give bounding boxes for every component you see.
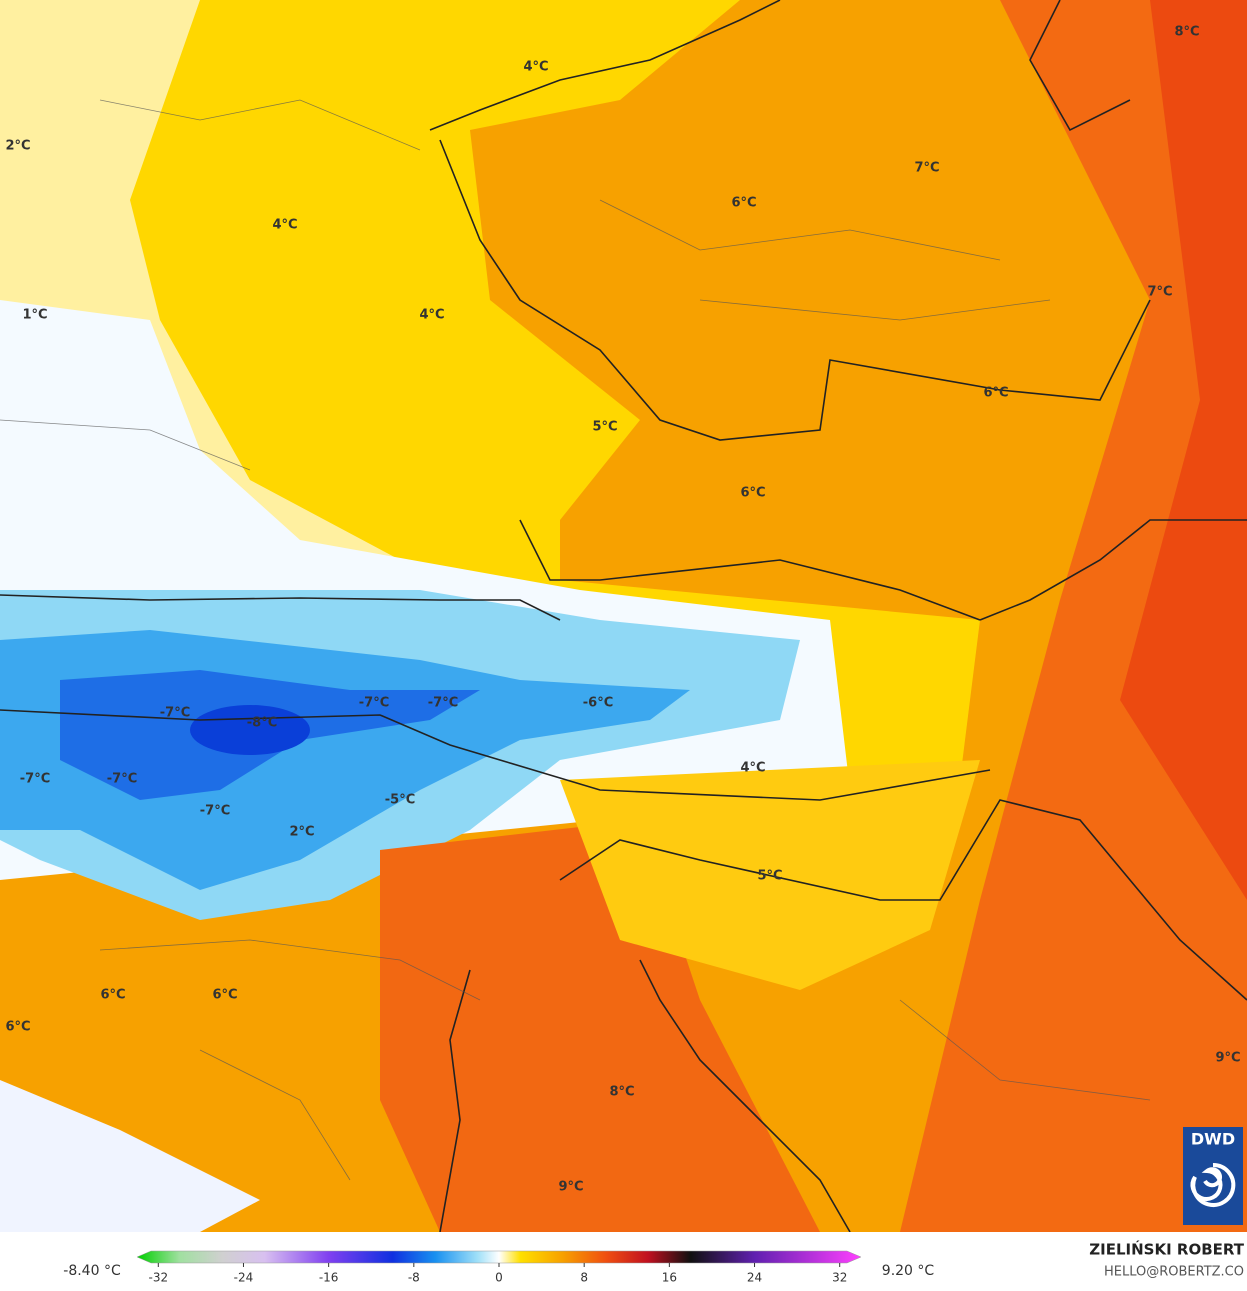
- colorbar-tick-label: 8: [580, 1271, 588, 1285]
- colorbar-tick-label: -32: [148, 1271, 168, 1285]
- temp-label: 7°C: [914, 161, 939, 176]
- temp-label: -8°C: [247, 716, 277, 731]
- temp-label: 6°C: [5, 1020, 30, 1035]
- temp-label: 8°C: [609, 1085, 634, 1100]
- map: [0, 0, 1247, 1233]
- temp-label: -7°C: [200, 804, 230, 819]
- temp-label: 7°C: [1147, 285, 1172, 300]
- colorbar-tick-label: -16: [319, 1271, 339, 1285]
- temp-label: 9°C: [1215, 1051, 1240, 1066]
- colorbar-tick-label: -8: [408, 1271, 420, 1285]
- temp-label: 6°C: [212, 988, 237, 1003]
- temp-label: 6°C: [740, 486, 765, 501]
- temp-label: 6°C: [100, 988, 125, 1003]
- temp-label: -7°C: [20, 772, 50, 787]
- temp-label: 2°C: [289, 825, 314, 840]
- dwd-logo: DWD: [1183, 1127, 1243, 1225]
- map-labels: 8°C 4°C 2°C 7°C 6°C 4°C 7°C 1°C 4°C 6°C 5°C 6°C -6°C…: [5, 25, 1240, 1195]
- temp-label: -7°C: [359, 696, 389, 711]
- temp-label: -7°C: [160, 706, 190, 721]
- temp-label: 8°C: [1174, 25, 1199, 40]
- temp-label: 4°C: [419, 308, 444, 323]
- temp-label: 6°C: [731, 196, 756, 211]
- max-label: 9.20 °C: [882, 1263, 935, 1279]
- temp-label: -6°C: [583, 696, 613, 711]
- temp-label: 5°C: [757, 869, 782, 884]
- temp-label: -7°C: [428, 696, 458, 711]
- temp-label: 9°C: [558, 1180, 583, 1195]
- logo-text: DWD: [1191, 1130, 1235, 1149]
- temp-label: 4°C: [740, 761, 765, 776]
- colorbar-tick-label: 0: [495, 1271, 503, 1285]
- temp-label: 4°C: [523, 60, 548, 75]
- temp-label: -5°C: [385, 793, 415, 808]
- colorbar-tick-label: 16: [662, 1271, 677, 1285]
- author: ZIELIŃSKI ROBERT: [1089, 1240, 1244, 1259]
- colorbar-body: [136, 1250, 862, 1264]
- temp-label: -7°C: [107, 772, 137, 787]
- temp-label: 2°C: [5, 139, 30, 154]
- temp-label: 4°C: [272, 218, 297, 233]
- min-label: -8.40 °C: [63, 1263, 121, 1279]
- colorbar-tick-label: 32: [832, 1271, 847, 1285]
- contact: HELLO@ROBERTZ.CO: [1104, 1265, 1244, 1280]
- temp-label: 1°C: [22, 308, 47, 323]
- temp-label: 5°C: [592, 420, 617, 435]
- colorbar: -32 -24 -16 -8 0 8 16 24 32: [136, 1250, 862, 1285]
- temp-label: 6°C: [983, 386, 1008, 401]
- colorbar-tick-label: -24: [234, 1271, 254, 1285]
- colorbar-tick-label: 24: [747, 1271, 762, 1285]
